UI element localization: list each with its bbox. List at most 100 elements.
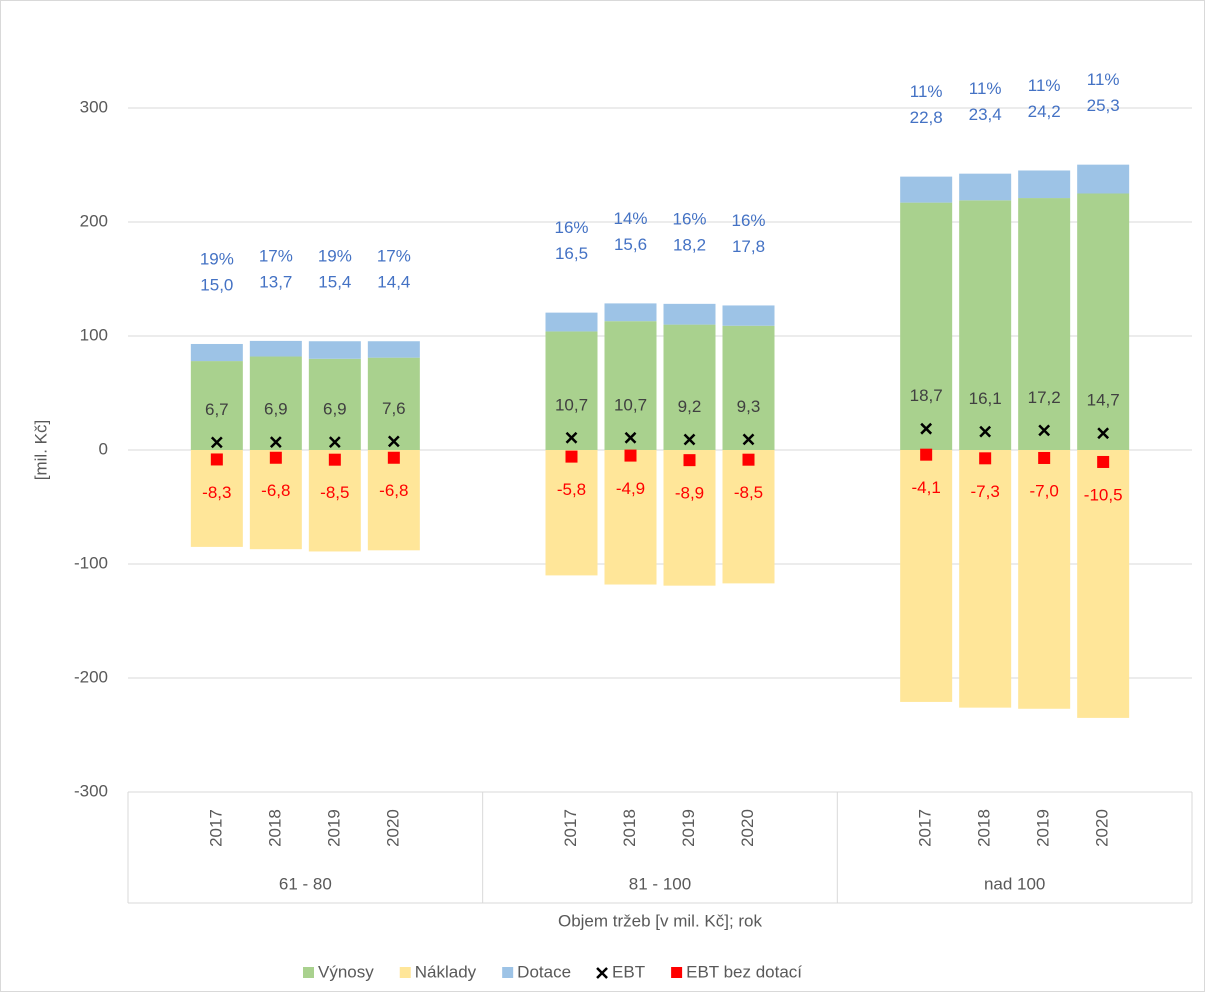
bar bbox=[1018, 198, 1071, 450]
data-label: 10,7 bbox=[614, 395, 647, 414]
bar bbox=[545, 331, 598, 450]
data-label: 13,7 bbox=[259, 272, 292, 291]
data-label: -7,0 bbox=[1030, 481, 1059, 500]
share-label: 11% bbox=[1087, 70, 1120, 89]
ebt-marker bbox=[624, 449, 637, 462]
data-label: -8,3 bbox=[202, 483, 231, 502]
ebt-marker bbox=[210, 453, 223, 466]
data-label: 18,2 bbox=[673, 235, 706, 254]
group-label: 81 - 100 bbox=[629, 874, 691, 893]
data-label: 6,7 bbox=[205, 400, 229, 419]
legend-label: Náklady bbox=[415, 962, 477, 981]
x-tick-label: 2019 bbox=[324, 809, 343, 847]
ebt-marker bbox=[920, 448, 933, 461]
data-label: -5,8 bbox=[557, 480, 586, 499]
ebt-marker bbox=[565, 431, 578, 444]
y-axis-title: [mil. Kč] bbox=[31, 420, 50, 480]
legend-marker bbox=[596, 967, 608, 979]
data-label: 17,2 bbox=[1028, 388, 1061, 407]
bar bbox=[959, 200, 1012, 450]
data-label: -4,1 bbox=[912, 478, 941, 497]
share-label: 17% bbox=[259, 246, 293, 265]
bar bbox=[367, 341, 420, 358]
x-tick-label: 2017 bbox=[916, 809, 935, 847]
bar bbox=[1018, 170, 1071, 199]
data-label: 9,3 bbox=[737, 397, 761, 416]
data-label: -7,3 bbox=[971, 482, 1000, 501]
data-label: 14,4 bbox=[377, 273, 410, 292]
ebt-marker bbox=[210, 436, 223, 449]
bar bbox=[1018, 450, 1071, 709]
bar bbox=[308, 341, 361, 359]
bar bbox=[900, 202, 953, 450]
ebt-marker bbox=[1097, 427, 1110, 440]
bar bbox=[249, 340, 302, 357]
x-tick-label: 2017 bbox=[561, 809, 580, 847]
data-label: 15,6 bbox=[614, 235, 647, 254]
ebt-marker bbox=[387, 451, 400, 464]
y-tick-label: 200 bbox=[80, 211, 108, 230]
share-label: 16% bbox=[672, 209, 706, 228]
bar bbox=[722, 325, 775, 450]
data-label: 24,2 bbox=[1028, 102, 1061, 121]
legend-label: EBT bbox=[612, 962, 645, 981]
data-label: 14,7 bbox=[1087, 391, 1120, 410]
bar bbox=[190, 361, 243, 450]
data-label: 6,9 bbox=[323, 400, 347, 419]
data-label: 16,5 bbox=[555, 244, 588, 263]
share-label: 19% bbox=[318, 247, 352, 266]
legend-marker bbox=[502, 967, 514, 978]
share-label: 11% bbox=[910, 82, 943, 101]
data-label: 15,4 bbox=[318, 273, 351, 292]
ebt-marker bbox=[565, 450, 578, 463]
ebt-marker bbox=[387, 435, 400, 448]
data-label: 10,7 bbox=[555, 395, 588, 414]
data-label: -6,8 bbox=[379, 481, 408, 500]
x-tick-label: 2017 bbox=[206, 809, 225, 847]
bar bbox=[367, 450, 420, 551]
group-label: nad 100 bbox=[984, 874, 1045, 893]
data-label: 17,8 bbox=[732, 237, 765, 256]
x-tick-label: 2018 bbox=[620, 809, 639, 847]
ebt-marker bbox=[328, 453, 341, 466]
legend-label: Výnosy bbox=[318, 962, 374, 981]
y-tick-label: 300 bbox=[80, 97, 108, 116]
x-tick-label: 2018 bbox=[975, 809, 994, 847]
x-tick-label: 2020 bbox=[1093, 809, 1112, 847]
data-label: 6,9 bbox=[264, 400, 288, 419]
y-tick-label: -300 bbox=[74, 781, 108, 800]
x-tick-label: 2019 bbox=[1034, 809, 1053, 847]
ebt-marker bbox=[742, 453, 755, 466]
data-label: 9,2 bbox=[678, 397, 702, 416]
bar bbox=[249, 450, 302, 550]
legend-label: EBT bez dotací bbox=[686, 962, 802, 981]
data-label: 15,0 bbox=[200, 275, 233, 294]
bar bbox=[722, 305, 775, 326]
group-label: 61 - 80 bbox=[279, 874, 332, 893]
bar bbox=[308, 450, 361, 552]
share-label: 16% bbox=[731, 211, 765, 230]
data-label: 18,7 bbox=[910, 386, 943, 405]
x-tick-label: 2020 bbox=[738, 809, 757, 847]
bar bbox=[1077, 164, 1130, 194]
bar bbox=[545, 450, 598, 576]
legend-marker bbox=[671, 967, 683, 978]
bar bbox=[1077, 193, 1130, 450]
data-label: 16,1 bbox=[969, 389, 1002, 408]
bar bbox=[663, 450, 716, 586]
ebt-marker bbox=[1038, 424, 1051, 437]
share-label: 16% bbox=[554, 218, 588, 237]
ebt-marker bbox=[1038, 451, 1051, 464]
ebt-marker bbox=[683, 433, 696, 446]
data-label: 7,6 bbox=[382, 399, 406, 418]
bar bbox=[900, 450, 953, 702]
share-label: 14% bbox=[613, 209, 647, 228]
y-tick-label: 0 bbox=[99, 439, 108, 458]
ebt-marker bbox=[269, 436, 282, 449]
bar bbox=[900, 176, 953, 203]
bar bbox=[190, 450, 243, 547]
bar bbox=[959, 450, 1012, 708]
bar bbox=[722, 450, 775, 584]
ebt-marker bbox=[683, 454, 696, 467]
data-label: -4,9 bbox=[616, 479, 645, 498]
